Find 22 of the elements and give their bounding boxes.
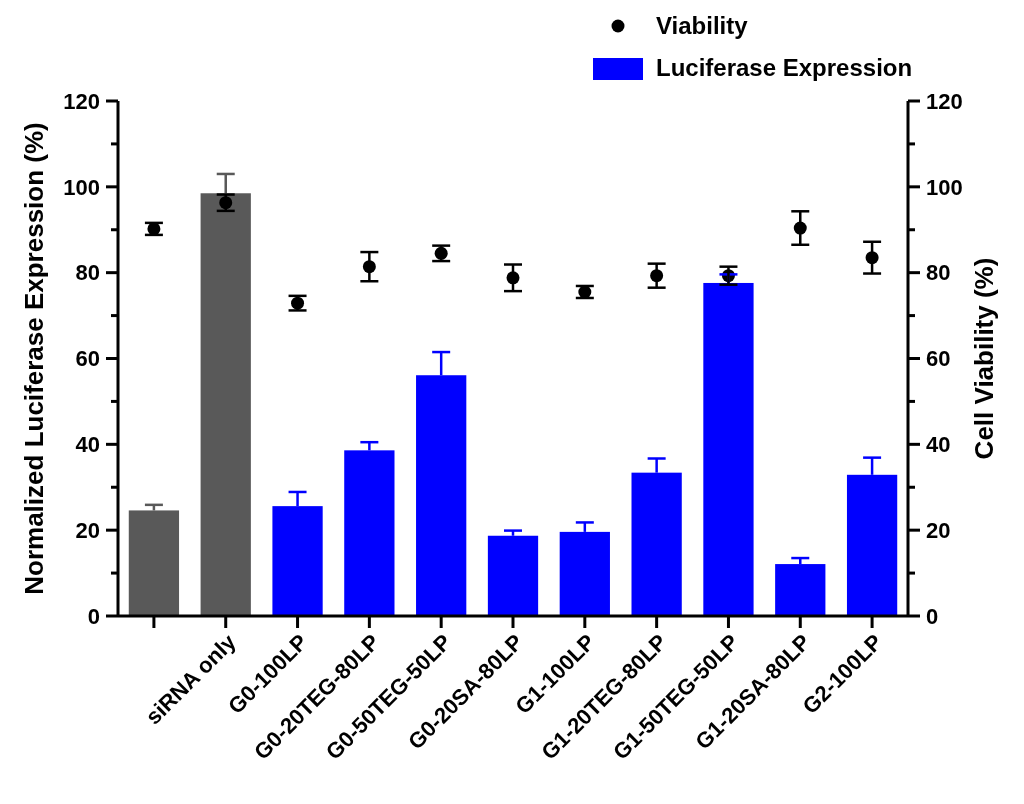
y2-tick-label: 60 bbox=[926, 346, 951, 372]
y-tick-label: 120 bbox=[63, 88, 100, 114]
y2-tick-label: 120 bbox=[926, 88, 963, 114]
bar bbox=[128, 510, 180, 616]
y2-tick-label: 0 bbox=[926, 603, 939, 629]
y-tick-label: 0 bbox=[87, 603, 100, 629]
legend-label: Viability bbox=[656, 12, 749, 40]
y-tick-label: 20 bbox=[75, 517, 100, 543]
bar bbox=[703, 282, 754, 616]
legend-label: Luciferase Expression bbox=[656, 54, 913, 82]
bar bbox=[200, 193, 251, 616]
y-tick-label: 40 bbox=[75, 432, 100, 458]
y-tick-label: 80 bbox=[75, 260, 100, 286]
y2-tick-label: 20 bbox=[926, 517, 951, 543]
y-tick-label: 60 bbox=[75, 346, 100, 372]
bar bbox=[487, 535, 539, 616]
y2-tick-label: 80 bbox=[926, 260, 951, 286]
y2-tick-label: 100 bbox=[926, 174, 963, 200]
y-axis-title: Normalized Luciferase Expression (%) bbox=[19, 122, 49, 595]
y2-tick-label: 40 bbox=[926, 432, 951, 458]
y-tick-label: 100 bbox=[63, 174, 100, 200]
y2-axis-title: Cell Viability (%) bbox=[969, 257, 999, 460]
